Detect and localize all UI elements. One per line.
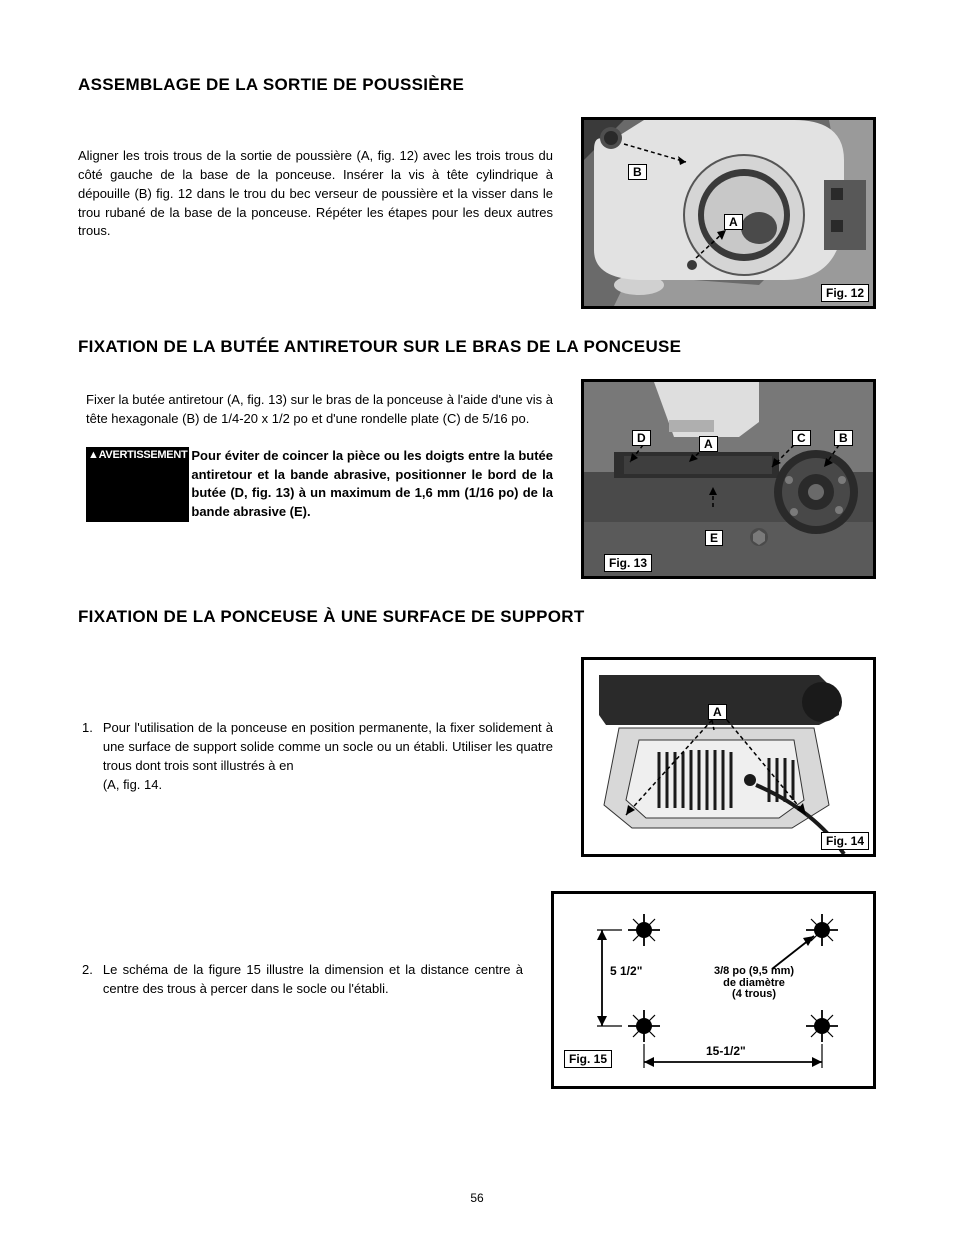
heading-backstop: FIXATION DE LA BUTÉE ANTIRETOUR SUR LE B… bbox=[78, 337, 876, 357]
row-fig14: 1. Pour l'utilisation de la ponceuse en … bbox=[78, 657, 876, 857]
fig14-col: A Fig. 14 bbox=[581, 657, 876, 857]
warning-tag: ▲AVERTISSEMENT bbox=[86, 447, 189, 522]
step2-body: Le schéma de la figure 15 illustre la di… bbox=[103, 961, 523, 999]
section-backstop: FIXATION DE LA BUTÉE ANTIRETOUR SUR LE B… bbox=[78, 337, 876, 579]
fig12-frame: B A Fig. 12 bbox=[581, 117, 876, 309]
step-1: 1. Pour l'utilisation de la ponceuse en … bbox=[82, 719, 553, 794]
fig12-caption: Fig. 12 bbox=[821, 284, 869, 302]
heading-dust-outlet: ASSEMBLAGE DE LA SORTIE DE POUSSIÈRE bbox=[78, 75, 876, 95]
dim-note: 3/8 po (9,5 mm) de diamètre (4 trous) bbox=[714, 966, 794, 1001]
dim-vertical: 5 1/2" bbox=[610, 964, 642, 978]
text-backstop: Fixer la butée antiretour (A, fig. 13) s… bbox=[78, 379, 553, 522]
para-dust: Aligner les trois trous de la sortie de … bbox=[78, 147, 553, 241]
section-dust-outlet: ASSEMBLAGE DE LA SORTIE DE POUSSIÈRE Ali… bbox=[78, 75, 876, 309]
fig15-caption: Fig. 15 bbox=[564, 1050, 612, 1068]
dim-horizontal: 15-1/2" bbox=[706, 1044, 746, 1058]
fig13-label-E: E bbox=[705, 530, 723, 546]
row-dust: Aligner les trois trous de la sortie de … bbox=[78, 117, 876, 309]
fig13-frame: D A C B E Fig. 13 bbox=[581, 379, 876, 579]
fig12-label-A: A bbox=[724, 214, 743, 230]
warning-text: Pour éviter de coincer la pièce ou les d… bbox=[191, 447, 553, 522]
fig13-label-C: C bbox=[792, 430, 811, 446]
fig13-col: D A C B E Fig. 13 bbox=[581, 379, 876, 579]
fig13-caption: Fig. 13 bbox=[604, 554, 652, 572]
section-mounting: FIXATION DE LA PONCEUSE À UNE SURFACE DE… bbox=[78, 607, 876, 1089]
step1-body-b: (A, fig. 14. bbox=[103, 777, 162, 792]
fig14-label-A: A bbox=[708, 704, 727, 720]
fig14-frame: A Fig. 14 bbox=[581, 657, 876, 857]
text-step2: 2. Le schéma de la figure 15 illustre la… bbox=[78, 891, 523, 999]
fig12-col: B A Fig. 12 bbox=[581, 117, 876, 309]
text-dust: Aligner les trois trous de la sortie de … bbox=[78, 117, 553, 241]
row-backstop: Fixer la butée antiretour (A, fig. 13) s… bbox=[78, 379, 876, 579]
step-2: 2. Le schéma de la figure 15 illustre la… bbox=[82, 961, 523, 999]
fig13-label-A: A bbox=[699, 436, 718, 452]
para-backstop: Fixer la butée antiretour (A, fig. 13) s… bbox=[86, 391, 553, 429]
step1-num: 1. bbox=[82, 719, 93, 794]
fig12-svg bbox=[584, 120, 873, 306]
fig12-label-B: B bbox=[628, 164, 647, 180]
fig13-label-B: B bbox=[834, 430, 853, 446]
fig13-svg bbox=[584, 382, 873, 576]
page-number: 56 bbox=[0, 1191, 954, 1205]
fig13-label-D: D bbox=[632, 430, 651, 446]
row-fig15: 2. Le schéma de la figure 15 illustre la… bbox=[78, 891, 876, 1089]
fig15-col: 5 1/2" 15-1/2" 3/8 po (9,5 mm) de diamèt… bbox=[551, 891, 876, 1089]
step1-body: Pour l'utilisation de la ponceuse en pos… bbox=[103, 720, 553, 773]
heading-mounting: FIXATION DE LA PONCEUSE À UNE SURFACE DE… bbox=[78, 607, 876, 627]
fig14-caption: Fig. 14 bbox=[821, 832, 869, 850]
step2-num: 2. bbox=[82, 961, 93, 999]
fig14-svg bbox=[584, 660, 873, 854]
text-step1: 1. Pour l'utilisation de la ponceuse en … bbox=[78, 657, 553, 794]
fig15-frame: 5 1/2" 15-1/2" 3/8 po (9,5 mm) de diamèt… bbox=[551, 891, 876, 1089]
warning-row: ▲AVERTISSEMENT Pour éviter de coincer la… bbox=[86, 447, 553, 522]
